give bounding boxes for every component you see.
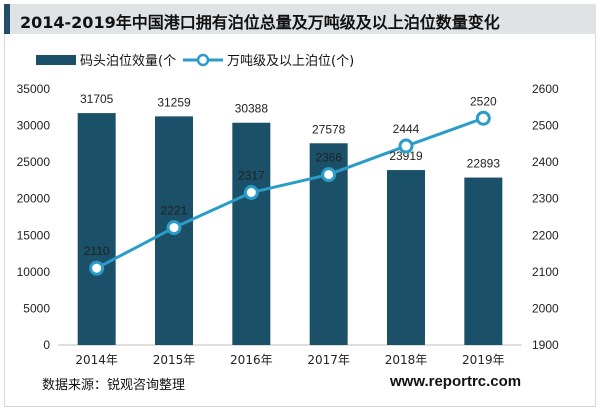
bar <box>464 177 503 345</box>
y-right-tick-label: 2300 <box>532 192 559 206</box>
website-label: www.reportrc.com <box>390 373 522 390</box>
line-point <box>243 184 259 200</box>
bar-data-label: 27578 <box>312 122 346 136</box>
y-left-tick-label: 0 <box>43 338 50 352</box>
y-right-tick-label: 2000 <box>532 301 559 315</box>
x-tick-label: 2019年 <box>462 353 505 367</box>
bar-data-label: 23919 <box>389 149 423 163</box>
line-data-label: 2110 <box>84 244 110 258</box>
line-point <box>89 260 105 276</box>
line-point <box>166 220 182 236</box>
bar-data-label: 31705 <box>80 92 114 106</box>
y-right-tick-label: 2200 <box>532 228 559 242</box>
legend-label-bar: 码头泊位效量(个 <box>80 54 177 69</box>
y-left-tick-label: 10000 <box>17 265 51 279</box>
line-data-label: 2366 <box>315 151 342 165</box>
y-right-tick-label: 2500 <box>532 119 559 133</box>
y-left-tick-label: 35000 <box>17 82 51 96</box>
legend-item-bar: 码头泊位效量(个 <box>36 50 176 69</box>
source-note: 数据来源：锐观咨询整理 <box>42 378 186 393</box>
line-data-label: 2520 <box>470 94 497 108</box>
x-tick-label: 2018年 <box>385 353 428 367</box>
bar-data-label: 31259 <box>157 95 191 109</box>
title-bar <box>4 4 596 34</box>
y-right-tick-label: 1900 <box>532 338 559 352</box>
legend-swatch-line <box>183 53 223 66</box>
x-tick-label: 2017年 <box>307 353 350 367</box>
y-left-tick-label: 20000 <box>17 192 51 206</box>
series-line <box>95 116 484 270</box>
y-left-tick-label: 5000 <box>23 301 50 315</box>
y-right-tick-label: 2600 <box>532 82 559 96</box>
x-tick-label: 2015年 <box>153 353 196 367</box>
bar <box>232 122 271 345</box>
chart-title: 2014-2019年中国港口拥有泊位总量及万吨级及以上泊位数量变化 <box>20 13 500 32</box>
y-left-tick-label: 30000 <box>17 119 51 133</box>
line-data-label: 2221 <box>161 204 188 218</box>
legend-swatch-bar <box>36 54 76 65</box>
title-accent <box>4 4 10 34</box>
y-left-tick-label: 25000 <box>17 155 51 169</box>
bar-data-label: 22893 <box>467 157 501 171</box>
legend-label-line: 万吨级及以上泊位(个) <box>227 54 355 69</box>
x-tick-label: 2014年 <box>75 353 118 367</box>
bar-data-label: 30388 <box>235 102 269 116</box>
bar <box>387 170 425 345</box>
y-right-tick-label: 2100 <box>532 265 559 279</box>
x-tick-label: 2016年 <box>230 353 273 367</box>
line-point <box>398 138 414 154</box>
y-right-tick-label: 2400 <box>532 155 559 169</box>
line-data-label: 2444 <box>393 122 420 136</box>
legend-item-line: 万吨级及以上泊位(个) <box>183 50 354 69</box>
y-left-tick-label: 15000 <box>17 228 51 242</box>
line-data-label: 2317 <box>238 168 265 182</box>
line-point <box>475 110 491 126</box>
line-point <box>321 167 337 183</box>
bar <box>77 113 116 345</box>
